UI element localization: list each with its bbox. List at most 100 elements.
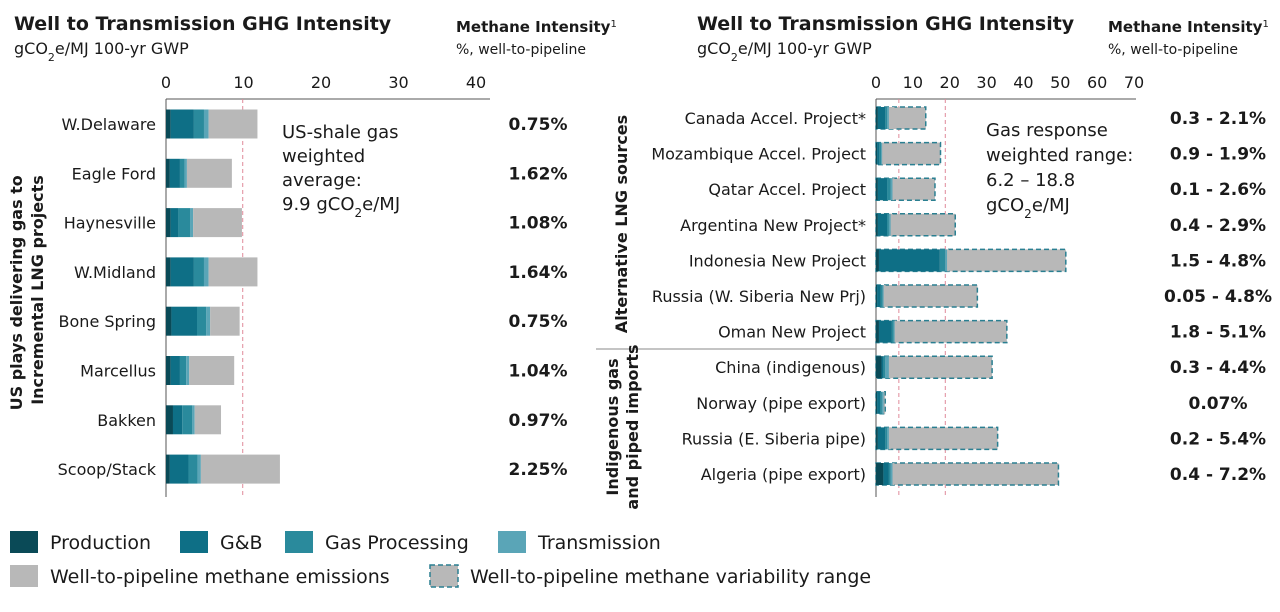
bar-segment bbox=[888, 107, 895, 129]
bar-segment bbox=[179, 356, 187, 385]
bar-segment bbox=[200, 454, 280, 484]
bar-segment bbox=[890, 178, 893, 201]
methane-intensity-value: 1.04% bbox=[509, 362, 568, 382]
bar-segment bbox=[876, 213, 878, 236]
bar-segment bbox=[188, 454, 198, 484]
bar-segment bbox=[887, 107, 889, 129]
bar-segment bbox=[882, 285, 884, 307]
bar-segment bbox=[171, 306, 197, 336]
bar-segment bbox=[890, 463, 893, 485]
bar-segment bbox=[939, 249, 946, 272]
methane-intensity-value: 0.1 - 2.6% bbox=[1170, 180, 1266, 200]
bar-segment bbox=[876, 285, 878, 307]
bar-segment bbox=[877, 107, 886, 129]
bar-segment bbox=[166, 356, 171, 385]
category-label: Bakken bbox=[97, 411, 156, 430]
bar-segment bbox=[878, 320, 892, 343]
bar-segment bbox=[945, 249, 948, 272]
category-label: Algeria (pipe export) bbox=[701, 465, 866, 484]
category-label: Canada Accel. Project* bbox=[685, 109, 866, 128]
bar-segment bbox=[883, 285, 886, 307]
methane-intensity-value: 1.08% bbox=[509, 214, 568, 234]
variability-range-bar bbox=[875, 426, 999, 451]
bar-segment bbox=[193, 257, 204, 287]
variability-range-bar bbox=[875, 141, 942, 166]
variability-range-bar bbox=[875, 462, 1060, 486]
category-label: China (indigenous) bbox=[715, 358, 866, 377]
bar-segment bbox=[166, 405, 173, 435]
bar-segment bbox=[876, 320, 879, 343]
bar-segment bbox=[887, 213, 889, 236]
bar-segment bbox=[883, 391, 885, 414]
methane-intensity-value: 0.9 - 1.9% bbox=[1170, 145, 1266, 165]
bar-segment bbox=[888, 356, 891, 379]
bar-segment bbox=[887, 178, 891, 201]
right-methane-subheader: %, well-to-pipeline bbox=[1108, 42, 1238, 58]
category-label: Qatar Accel. Project bbox=[708, 180, 866, 199]
category-label: Argentina New Project* bbox=[680, 216, 866, 235]
bar-segment bbox=[208, 109, 258, 139]
left-y-axis-label: US plays delivering gas to Incremental L… bbox=[7, 170, 47, 411]
bar-segment bbox=[876, 142, 878, 165]
category-label: W.Midland bbox=[74, 263, 156, 282]
left-chart-title: Well to Transmission GHG Intensity bbox=[14, 13, 392, 35]
bar-segment bbox=[170, 109, 194, 139]
bar-segment bbox=[170, 208, 179, 238]
legend-label: Well-to-pipeline methane variability ran… bbox=[470, 566, 871, 588]
bar-segment bbox=[880, 391, 882, 414]
bar-segment bbox=[186, 158, 232, 188]
bar-segment bbox=[947, 249, 949, 272]
methane-intensity-value: 1.8 - 5.1% bbox=[1170, 323, 1266, 343]
right-group-labels: Alternative LNG sources Indigenous gasand… bbox=[596, 115, 876, 510]
methane-intensity-value: 1.64% bbox=[509, 263, 568, 283]
bar-segment bbox=[197, 306, 207, 336]
x-tick-label: 30 bbox=[976, 73, 996, 92]
bar-segment bbox=[184, 158, 187, 188]
x-tick-label: 60 bbox=[1087, 73, 1107, 92]
bar-segment bbox=[892, 178, 895, 201]
x-tick-label: 50 bbox=[1050, 73, 1070, 92]
category-label: W.Delaware bbox=[62, 115, 156, 134]
category-label: Norway (pipe export) bbox=[696, 394, 866, 413]
legend-swatch bbox=[498, 531, 526, 553]
legend-label: Transmission bbox=[537, 532, 661, 554]
bar-segment bbox=[888, 213, 891, 236]
left-annotation: US-shale gas weighted average: 9.9 gCO2e… bbox=[282, 122, 404, 220]
bar-segment bbox=[887, 427, 889, 450]
bar-segment bbox=[877, 142, 880, 165]
group-label: Alternative LNG sources bbox=[612, 115, 631, 333]
methane-intensity-value: 1.5 - 4.8% bbox=[1170, 251, 1266, 271]
bar-segment bbox=[881, 391, 884, 414]
bar-segment bbox=[876, 356, 882, 379]
bar-segment bbox=[893, 320, 895, 343]
methane-intensity-value: 0.3 - 4.4% bbox=[1170, 358, 1266, 378]
legend-label: Production bbox=[50, 532, 151, 554]
bar-segment bbox=[166, 109, 171, 139]
bar-segment bbox=[186, 356, 190, 385]
bar-segment bbox=[876, 178, 878, 201]
bar-segment bbox=[877, 391, 881, 414]
left-methane-subheader: %, well-to-pipeline bbox=[456, 42, 586, 58]
x-tick-label: 40 bbox=[466, 73, 486, 92]
bar-segment bbox=[193, 109, 204, 139]
legend: Production G&B Gas Processing Transmission W… bbox=[10, 531, 871, 588]
bar-segment bbox=[885, 107, 888, 129]
methane-intensity-value: 0.05 - 4.8% bbox=[1164, 287, 1272, 307]
bar-segment bbox=[197, 454, 201, 484]
methane-intensity-value: 0.75% bbox=[509, 312, 568, 332]
methane-intensity-value: 0.75% bbox=[509, 115, 568, 135]
x-tick-label: 20 bbox=[940, 73, 960, 92]
right-chart-title: Well to Transmission GHG Intensity bbox=[697, 13, 1075, 35]
bar-segment bbox=[166, 454, 170, 484]
bar-segment bbox=[182, 405, 193, 435]
methane-intensity-value: 1.62% bbox=[509, 164, 568, 184]
legend-label: Gas Processing bbox=[325, 532, 469, 554]
legend-label: Well-to-pipeline methane emissions bbox=[50, 566, 390, 588]
legend-swatch bbox=[429, 564, 459, 588]
bar-segment bbox=[876, 249, 879, 272]
category-label: Scoop/Stack bbox=[58, 460, 157, 479]
x-tick-label: 0 bbox=[161, 73, 171, 92]
bar-segment bbox=[189, 356, 235, 385]
bar-segment bbox=[881, 142, 883, 165]
category-label: Mozambique Accel. Project bbox=[651, 145, 866, 164]
